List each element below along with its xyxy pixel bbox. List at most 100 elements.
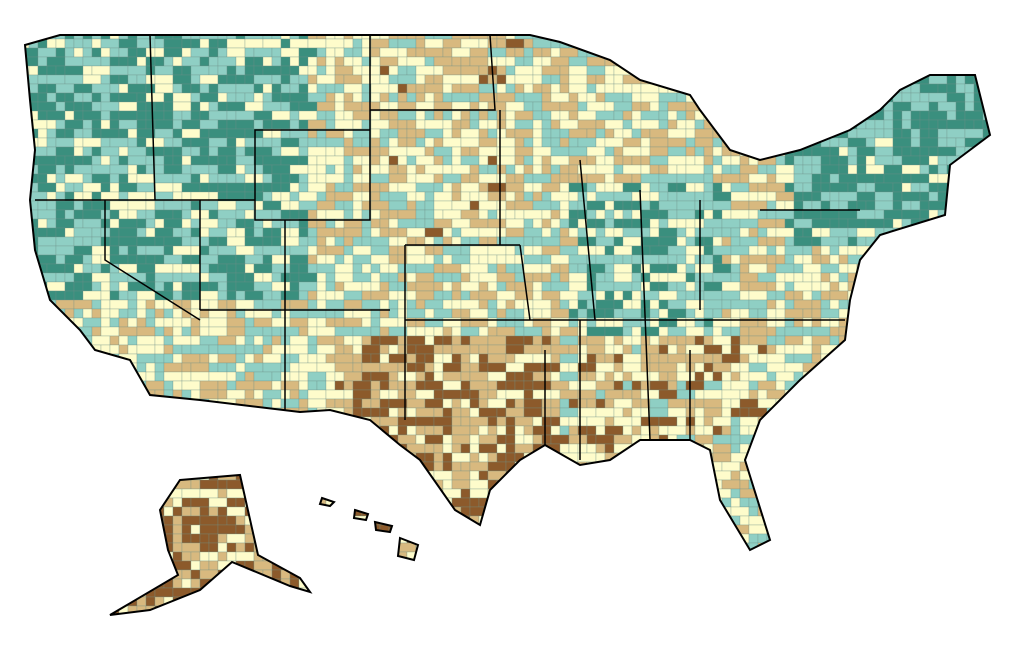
county bbox=[766, 200, 777, 211]
county bbox=[766, 47, 777, 58]
county bbox=[901, 281, 912, 292]
county bbox=[622, 218, 633, 229]
county bbox=[676, 470, 687, 481]
county bbox=[703, 74, 714, 85]
county bbox=[992, 246, 1001, 255]
county bbox=[433, 497, 444, 508]
county bbox=[235, 299, 255, 310]
county bbox=[928, 542, 939, 553]
county bbox=[883, 479, 894, 490]
county bbox=[992, 84, 1001, 93]
county bbox=[541, 227, 552, 238]
county bbox=[757, 380, 777, 391]
county bbox=[280, 101, 291, 112]
county bbox=[784, 506, 795, 517]
county bbox=[910, 335, 930, 346]
county bbox=[406, 137, 417, 148]
county bbox=[793, 281, 813, 292]
county bbox=[613, 470, 624, 481]
county bbox=[64, 479, 75, 490]
county bbox=[658, 101, 669, 112]
county bbox=[298, 74, 309, 85]
county bbox=[496, 281, 507, 292]
county bbox=[361, 362, 381, 373]
county bbox=[181, 236, 192, 247]
county bbox=[73, 263, 84, 274]
county bbox=[541, 434, 552, 445]
county bbox=[469, 92, 480, 103]
county bbox=[370, 371, 390, 382]
county bbox=[451, 218, 471, 229]
county bbox=[901, 200, 912, 211]
county bbox=[676, 110, 687, 121]
county bbox=[712, 272, 732, 283]
county bbox=[550, 92, 570, 103]
county bbox=[136, 344, 156, 355]
county bbox=[892, 146, 903, 157]
county bbox=[73, 353, 84, 364]
county bbox=[271, 506, 291, 517]
county bbox=[694, 74, 705, 85]
county bbox=[514, 434, 525, 445]
county bbox=[55, 353, 75, 364]
county bbox=[658, 281, 669, 292]
county bbox=[901, 290, 921, 301]
county bbox=[739, 38, 750, 49]
county bbox=[271, 56, 282, 67]
county bbox=[820, 506, 831, 517]
county bbox=[352, 164, 363, 175]
county bbox=[992, 237, 1010, 246]
county bbox=[406, 92, 417, 103]
county bbox=[784, 110, 795, 121]
county bbox=[361, 74, 381, 85]
county bbox=[460, 173, 471, 184]
county bbox=[226, 272, 237, 283]
county bbox=[982, 92, 990, 103]
county bbox=[838, 542, 849, 553]
county bbox=[64, 551, 84, 562]
county bbox=[820, 47, 831, 58]
county bbox=[937, 227, 948, 238]
county bbox=[928, 479, 948, 490]
county bbox=[802, 272, 813, 283]
county bbox=[992, 102, 1010, 111]
county bbox=[73, 299, 93, 310]
county bbox=[199, 443, 210, 454]
county bbox=[379, 560, 390, 571]
county bbox=[532, 551, 543, 562]
county bbox=[901, 236, 921, 247]
county bbox=[694, 425, 705, 436]
county bbox=[523, 38, 534, 49]
county bbox=[892, 119, 903, 130]
county bbox=[964, 56, 975, 67]
county bbox=[163, 236, 183, 247]
county bbox=[127, 425, 147, 436]
county bbox=[712, 452, 732, 463]
county bbox=[541, 281, 552, 292]
county bbox=[307, 92, 327, 103]
county bbox=[361, 236, 372, 247]
county bbox=[694, 335, 705, 346]
county bbox=[514, 92, 525, 103]
county bbox=[469, 524, 480, 535]
county bbox=[298, 524, 309, 535]
county bbox=[586, 524, 597, 535]
county bbox=[964, 389, 975, 400]
county bbox=[109, 335, 120, 346]
county bbox=[541, 407, 552, 418]
county bbox=[343, 182, 354, 193]
county bbox=[703, 236, 714, 247]
county bbox=[802, 92, 813, 103]
county bbox=[631, 551, 642, 562]
county bbox=[667, 371, 678, 382]
county bbox=[730, 497, 741, 508]
county bbox=[613, 173, 633, 184]
county bbox=[442, 452, 453, 463]
county bbox=[667, 245, 687, 256]
county bbox=[847, 479, 858, 490]
county bbox=[568, 515, 588, 526]
county bbox=[838, 245, 849, 256]
county bbox=[487, 326, 498, 337]
county bbox=[136, 227, 147, 238]
county bbox=[775, 209, 795, 220]
